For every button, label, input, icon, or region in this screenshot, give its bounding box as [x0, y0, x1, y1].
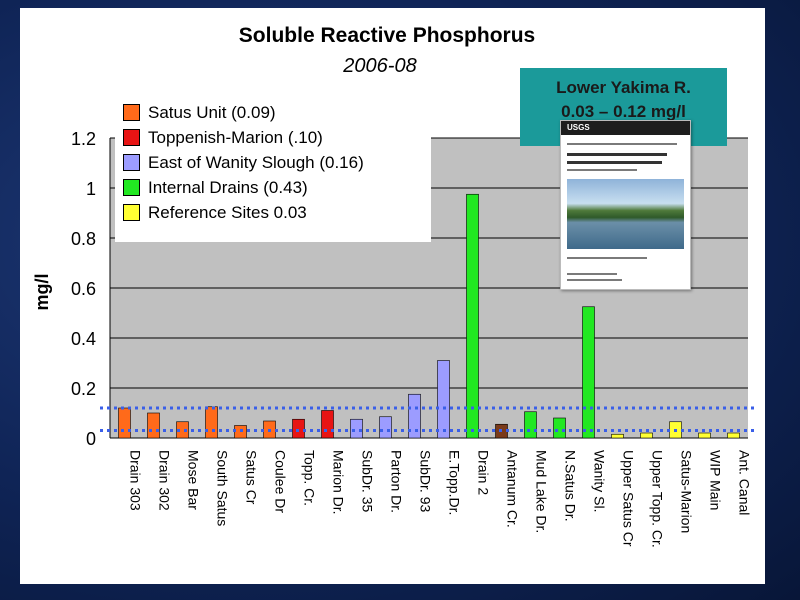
bar [524, 411, 537, 439]
x-tick-label: Coulee Dr [273, 450, 289, 513]
bar [582, 306, 595, 439]
x-tick-label: SubDr. 35 [360, 450, 376, 512]
bar [611, 433, 624, 439]
x-tick-label: Satus-Marion [679, 450, 695, 533]
x-tick-label: South Satus [215, 450, 231, 526]
legend-item: Reference Sites 0.03 [121, 200, 425, 225]
y-tick-label: 1 [86, 179, 96, 199]
chart-subtitle: 2006-08 [342, 55, 416, 77]
report-cover-band: USGS [561, 121, 690, 135]
x-tick-label: Drain 2 [476, 450, 492, 495]
legend-swatch-satus-unit [123, 104, 140, 121]
bar [118, 407, 131, 439]
x-tick-label: Wanity Sl. [592, 450, 608, 513]
report-cover-text-line [567, 279, 622, 281]
x-tick-label: Satus Cr [244, 450, 260, 505]
slide-frame: Soluble Reactive Phosphorus 2006-08 mg/l… [20, 8, 765, 584]
legend-swatch-east-of-wanity [123, 154, 140, 171]
y-tick-label: 0.6 [71, 279, 96, 299]
chart-title: Soluble Reactive Phosphorus [239, 24, 535, 47]
callout-line-2: 0.03 – 0.12 mg/l [561, 102, 686, 121]
x-tick-label: WIP Main [708, 450, 724, 510]
bar [176, 421, 189, 439]
bar [321, 410, 334, 439]
bar [147, 412, 160, 439]
legend-label: Reference Sites 0.03 [148, 202, 307, 222]
x-tick-label: Upper Satus Cr [621, 450, 637, 547]
x-tick-label: N.Satus Dr. [563, 450, 579, 522]
report-cover-text-line [567, 169, 637, 171]
legend-swatch-reference-sites [123, 204, 140, 221]
bar [408, 393, 421, 439]
report-cover-text-line [567, 153, 667, 156]
legend-label: East of Wanity Slough (0.16) [148, 152, 364, 172]
legend-item: Toppenish-Marion (.10) [121, 125, 425, 150]
x-tick-label: Antanum Cr. [505, 450, 521, 528]
x-tick-label: Marion Dr. [331, 450, 347, 515]
x-tick-label: Drain 302 [157, 450, 173, 511]
river-photo [567, 179, 684, 249]
usgs-logo: USGS [567, 123, 590, 132]
y-axis-label: mg/l [32, 273, 52, 310]
bar [727, 432, 740, 439]
legend-item: Satus Unit (0.09) [121, 100, 425, 125]
x-tick-label: Mose Bar [186, 450, 202, 510]
callout-line-1: Lower Yakima R. [556, 78, 691, 97]
y-tick-label: 1.2 [71, 129, 96, 149]
bar [292, 418, 305, 439]
x-tick-label: Mud Lake Dr. [534, 450, 550, 533]
legend-label: Internal Drains (0.43) [148, 177, 308, 197]
legend-item: East of Wanity Slough (0.16) [121, 150, 425, 175]
bar [698, 432, 711, 439]
legend-swatch-internal-drains [123, 179, 140, 196]
x-tick-label: Parton Dr. [389, 450, 405, 513]
bar [466, 193, 479, 439]
x-tick-label: E.Topp.Dr. [447, 450, 463, 515]
bar [437, 360, 450, 439]
report-cover-text-line [567, 143, 677, 145]
report-cover-text-line [567, 257, 647, 259]
bar [205, 406, 218, 439]
legend-item: Internal Drains (0.43) [121, 175, 425, 200]
x-tick-label: Topp. Cr. [302, 450, 318, 506]
bar [379, 416, 392, 439]
bar [640, 432, 653, 439]
y-tick-label: 0.2 [71, 379, 96, 399]
report-cover-image: USGS [560, 120, 691, 290]
x-tick-label: Ant. Canal [737, 450, 753, 515]
x-tick-label: SubDr. 93 [418, 450, 434, 512]
legend-swatch-toppenish-marion [123, 129, 140, 146]
y-tick-label: 0.8 [71, 229, 96, 249]
bar [553, 417, 566, 439]
report-cover-text-line [567, 273, 617, 275]
x-tick-label: Upper Topp. Cr. [650, 450, 666, 548]
legend-label: Satus Unit (0.09) [148, 102, 276, 122]
bar [350, 418, 363, 439]
y-tick-label: 0 [86, 429, 96, 449]
y-tick-label: 0.4 [71, 329, 96, 349]
legend: Satus Unit (0.09) Toppenish-Marion (.10)… [115, 96, 431, 242]
x-tick-label: Drain 303 [128, 450, 144, 511]
legend-label: Toppenish-Marion (.10) [148, 127, 323, 147]
report-cover-text-line [567, 161, 662, 164]
